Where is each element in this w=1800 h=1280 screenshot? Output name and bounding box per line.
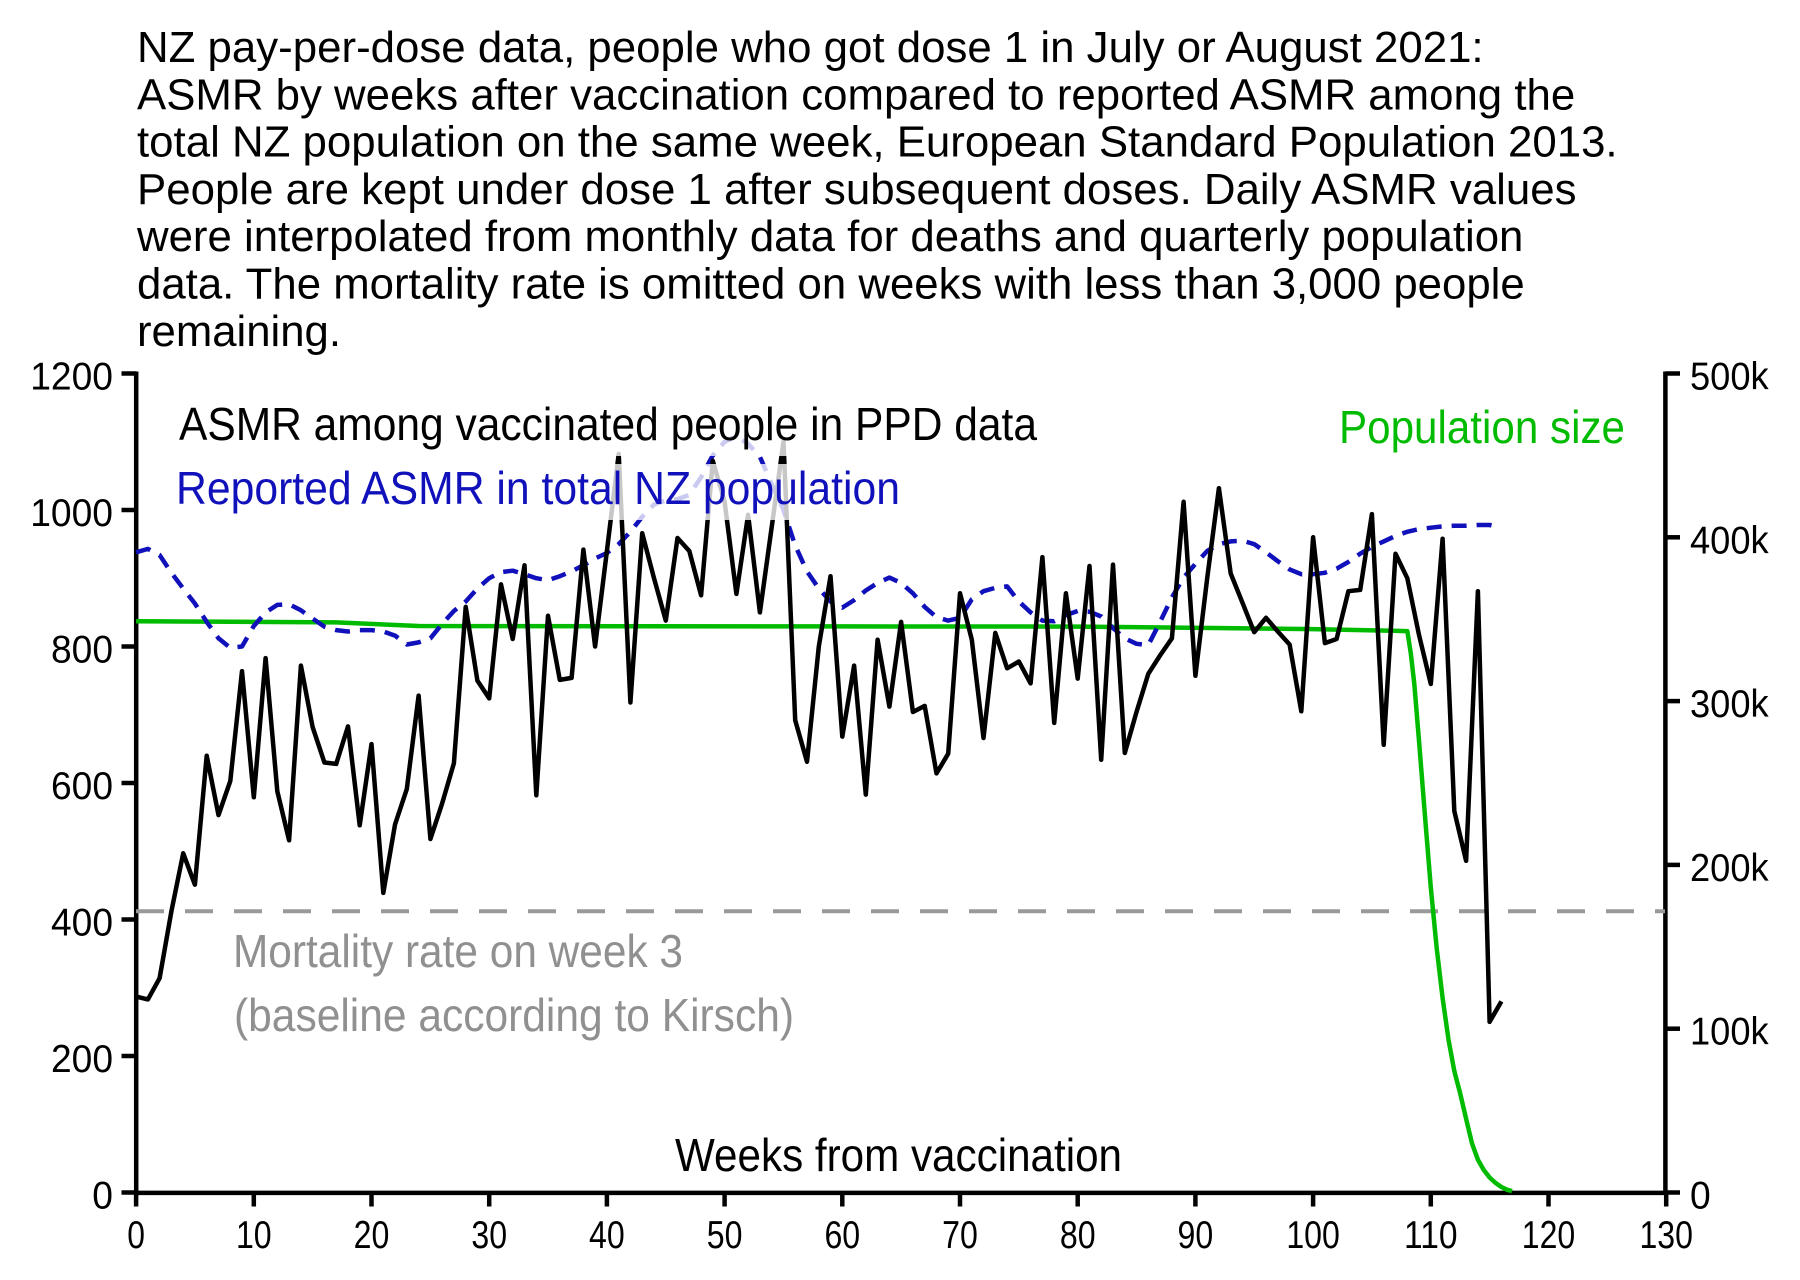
svg-text:NZ pay-per-dose data, people w: NZ pay-per-dose data, people who got dos… [137, 23, 1484, 72]
svg-text:People are kept under dose 1 a: People are kept under dose 1 after subse… [137, 165, 1577, 214]
svg-text:300k: 300k [1690, 683, 1769, 726]
svg-text:were interpolated from monthly: were interpolated from monthly data for … [136, 212, 1523, 261]
svg-text:40: 40 [589, 1214, 625, 1257]
svg-text:100: 100 [1286, 1214, 1340, 1257]
svg-text:remaining.: remaining. [137, 307, 341, 356]
svg-text:400: 400 [51, 902, 113, 945]
svg-text:110: 110 [1404, 1214, 1458, 1257]
svg-text:200k: 200k [1690, 847, 1769, 890]
svg-text:80: 80 [1060, 1214, 1096, 1257]
svg-text:(baseline according to Kirsch): (baseline according to Kirsch) [234, 989, 794, 1041]
svg-text:0: 0 [92, 1175, 113, 1218]
svg-text:Weeks from vaccination: Weeks from vaccination [675, 1129, 1122, 1181]
svg-text:ASMR among vaccinated people i: ASMR among vaccinated people in PPD data [179, 398, 1037, 450]
svg-text:800: 800 [51, 629, 113, 672]
svg-text:20: 20 [354, 1214, 390, 1257]
svg-text:Mortality rate on week 3: Mortality rate on week 3 [233, 925, 683, 977]
svg-text:10: 10 [236, 1214, 272, 1257]
svg-text:1000: 1000 [30, 492, 113, 535]
svg-text:500k: 500k [1690, 356, 1769, 399]
svg-text:Population size: Population size [1339, 401, 1625, 453]
svg-text:120: 120 [1522, 1214, 1576, 1257]
svg-text:total NZ population on the sam: total NZ population on the same week, Eu… [137, 118, 1618, 167]
svg-text:60: 60 [824, 1214, 860, 1257]
svg-text:0: 0 [127, 1214, 145, 1257]
svg-text:100k: 100k [1690, 1011, 1769, 1054]
svg-text:50: 50 [707, 1214, 743, 1257]
svg-text:130: 130 [1639, 1214, 1693, 1257]
svg-text:200: 200 [51, 1038, 113, 1081]
svg-text:Reported ASMR in total NZ popu: Reported ASMR in total NZ population [176, 462, 900, 514]
svg-text:ASMR by weeks after vaccinatio: ASMR by weeks after vaccination compared… [137, 70, 1575, 119]
svg-text:1200: 1200 [30, 356, 113, 399]
svg-text:90: 90 [1178, 1214, 1214, 1257]
svg-text:0: 0 [1690, 1175, 1711, 1218]
svg-text:400k: 400k [1690, 519, 1769, 562]
svg-text:600: 600 [51, 765, 113, 808]
svg-text:30: 30 [471, 1214, 507, 1257]
svg-text:data. The mortality rate is om: data. The mortality rate is omitted on w… [137, 260, 1525, 309]
svg-text:70: 70 [942, 1214, 978, 1257]
